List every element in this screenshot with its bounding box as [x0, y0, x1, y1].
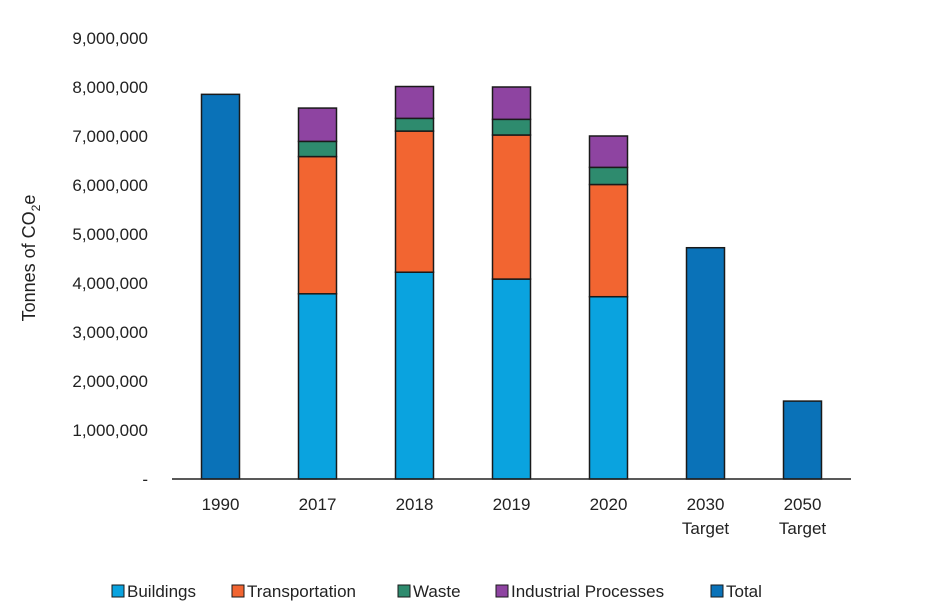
legend-swatch-buildings: [111, 584, 125, 598]
legend: Buildings Transportation Waste Industrial P…: [111, 582, 762, 601]
x-tick-label: 2018: [396, 495, 434, 514]
bar-segment-total: [782, 400, 823, 480]
bar-segment-total: [685, 246, 726, 480]
bar-segment-waste: [297, 140, 338, 158]
x-tick-label: 2020: [590, 495, 628, 514]
legend-swatch-industrial-processes: [495, 584, 509, 598]
y-tick-label: 6,000,000: [72, 176, 148, 195]
bar-segment-industrial-processes: [491, 86, 532, 121]
bar-segment-waste: [394, 117, 435, 132]
legend-label: Total: [726, 582, 762, 601]
bar-segment-buildings: [588, 295, 629, 480]
bar-segment-buildings: [394, 271, 435, 480]
bar-segment-buildings: [297, 293, 338, 480]
x-tick-label: 1990: [202, 495, 240, 514]
x-tick-label: Target: [682, 519, 730, 538]
bar-segment-industrial-processes: [588, 135, 629, 169]
y-tick-label: 1,000,000: [72, 421, 148, 440]
bar-segment-transportation: [394, 130, 435, 273]
y-tick-label: 7,000,000: [72, 127, 148, 146]
y-axis-title-tail: e: [19, 195, 39, 205]
legend-label: Buildings: [127, 582, 196, 601]
legend-swatch-total: [710, 584, 724, 598]
y-axis-tick-labels: - 1,000,000 2,000,000 3,000,000 4,000,000 5,0…: [72, 29, 148, 489]
bar-segment-transportation: [491, 134, 532, 280]
legend-label: Transportation: [247, 582, 356, 601]
y-tick-label: 3,000,000: [72, 323, 148, 342]
y-axis-title-main: Tonnes of CO: [19, 211, 39, 321]
bar-segment-industrial-processes: [297, 107, 338, 143]
bar-segment-total: [200, 93, 241, 480]
x-tick-label: 2019: [493, 495, 531, 514]
x-tick-label: 2030: [687, 495, 725, 514]
y-tick-label: -: [142, 470, 148, 489]
y-axis-title-subscript: 2: [29, 204, 43, 211]
x-tick-label: 2050: [784, 495, 822, 514]
x-tick-label: 2017: [299, 495, 337, 514]
x-tick-label: Target: [779, 519, 827, 538]
legend-swatch-transportation: [231, 584, 245, 598]
legend-swatch-waste: [397, 584, 411, 598]
bar-segment-waste: [588, 166, 629, 186]
bar-segment-industrial-processes: [394, 85, 435, 120]
y-tick-label: 4,000,000: [72, 274, 148, 293]
x-axis-tick-labels: 1990 2017 2018 2019 2020 2030 Target 2050 Target: [202, 495, 827, 538]
bar-segment-buildings: [491, 278, 532, 480]
y-tick-label: 5,000,000: [72, 225, 148, 244]
bars: [200, 85, 823, 480]
bar-segment-waste: [491, 118, 532, 136]
y-tick-label: 9,000,000: [72, 29, 148, 48]
y-axis-title: Tonnes of CO2e: [19, 195, 43, 322]
y-tick-label: 8,000,000: [72, 78, 148, 97]
y-tick-label: 2,000,000: [72, 372, 148, 391]
legend-label: Waste: [413, 582, 461, 601]
bar-segment-transportation: [588, 183, 629, 298]
bar-segment-transportation: [297, 155, 338, 295]
legend-label: Industrial Processes: [511, 582, 664, 601]
